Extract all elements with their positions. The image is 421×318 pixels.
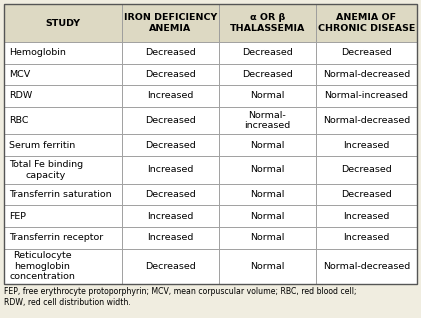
Bar — [219, 64, 316, 85]
Bar — [219, 184, 316, 205]
Bar — [219, 249, 316, 284]
Bar — [122, 4, 219, 42]
Text: Normal-
increased: Normal- increased — [244, 111, 290, 130]
Bar — [316, 135, 417, 156]
Bar — [4, 227, 122, 249]
Bar — [122, 184, 219, 205]
Text: RDW: RDW — [9, 91, 32, 100]
Text: Normal: Normal — [250, 212, 285, 221]
Text: Transferrin saturation: Transferrin saturation — [9, 190, 112, 199]
Bar — [122, 85, 219, 107]
Bar — [316, 156, 417, 184]
Text: Normal-decreased: Normal-decreased — [323, 70, 410, 79]
Bar — [122, 64, 219, 85]
Bar — [316, 4, 417, 42]
Bar — [122, 156, 219, 184]
Bar — [122, 42, 219, 64]
Bar — [316, 85, 417, 107]
Text: FEP, free erythrocyte protoporphyrin; MCV, mean corpuscular volume; RBC, red blo: FEP, free erythrocyte protoporphyrin; MC… — [4, 287, 357, 307]
Text: α OR β
THALASSEMIA: α OR β THALASSEMIA — [229, 13, 305, 33]
Text: Decreased: Decreased — [145, 141, 196, 150]
Bar — [122, 107, 219, 135]
Bar — [219, 156, 316, 184]
Bar — [4, 135, 122, 156]
Text: Normal: Normal — [250, 190, 285, 199]
Text: Decreased: Decreased — [242, 48, 293, 57]
Text: Transferrin receptor: Transferrin receptor — [9, 233, 103, 242]
Text: Normal-increased: Normal-increased — [325, 91, 408, 100]
Text: Normal: Normal — [250, 91, 285, 100]
Text: Increased: Increased — [343, 212, 389, 221]
Text: Increased: Increased — [147, 91, 193, 100]
Bar — [4, 64, 122, 85]
Text: Increased: Increased — [343, 233, 389, 242]
Text: FEP: FEP — [9, 212, 26, 221]
Bar — [316, 227, 417, 249]
Text: Decreased: Decreased — [145, 70, 196, 79]
Text: Decreased: Decreased — [341, 165, 392, 175]
Text: MCV: MCV — [9, 70, 30, 79]
Text: Normal: Normal — [250, 233, 285, 242]
Bar — [219, 4, 316, 42]
Text: STUDY: STUDY — [45, 18, 80, 27]
Bar — [316, 205, 417, 227]
Text: Normal-decreased: Normal-decreased — [323, 116, 410, 125]
Text: Total Fe binding
capacity: Total Fe binding capacity — [9, 160, 83, 180]
Bar — [4, 107, 122, 135]
Bar — [4, 4, 122, 42]
Bar — [219, 42, 316, 64]
Text: Decreased: Decreased — [341, 48, 392, 57]
Text: Hemoglobin: Hemoglobin — [9, 48, 66, 57]
Text: Decreased: Decreased — [145, 190, 196, 199]
Bar — [122, 227, 219, 249]
Text: Normal-decreased: Normal-decreased — [323, 262, 410, 271]
Bar — [122, 205, 219, 227]
Bar — [4, 249, 122, 284]
Text: Decreased: Decreased — [145, 48, 196, 57]
Text: Increased: Increased — [147, 233, 193, 242]
Text: Decreased: Decreased — [145, 262, 196, 271]
Text: RBC: RBC — [9, 116, 29, 125]
Text: Serum ferritin: Serum ferritin — [9, 141, 75, 150]
Text: Increased: Increased — [147, 212, 193, 221]
Bar — [316, 249, 417, 284]
Bar — [316, 107, 417, 135]
Bar — [4, 205, 122, 227]
Text: Reticulocyte
hemoglobin
concentration: Reticulocyte hemoglobin concentration — [9, 251, 75, 281]
Bar — [219, 107, 316, 135]
Bar — [4, 184, 122, 205]
Bar — [316, 184, 417, 205]
Text: Normal: Normal — [250, 165, 285, 175]
Text: Increased: Increased — [343, 141, 389, 150]
Text: IRON DEFICIENCY
ANEMIA: IRON DEFICIENCY ANEMIA — [124, 13, 217, 33]
Bar — [219, 227, 316, 249]
Bar — [4, 4, 417, 284]
Text: Normal: Normal — [250, 262, 285, 271]
Bar — [219, 205, 316, 227]
Bar — [122, 249, 219, 284]
Bar — [219, 135, 316, 156]
Text: Decreased: Decreased — [341, 190, 392, 199]
Bar — [316, 42, 417, 64]
Bar — [219, 85, 316, 107]
Bar — [122, 135, 219, 156]
Text: Decreased: Decreased — [242, 70, 293, 79]
Text: Increased: Increased — [147, 165, 193, 175]
Bar — [4, 156, 122, 184]
Text: ANEMIA OF
CHRONIC DISEASE: ANEMIA OF CHRONIC DISEASE — [318, 13, 415, 33]
Text: Normal: Normal — [250, 141, 285, 150]
Text: Decreased: Decreased — [145, 116, 196, 125]
Bar — [4, 85, 122, 107]
Bar — [316, 64, 417, 85]
Bar — [4, 42, 122, 64]
